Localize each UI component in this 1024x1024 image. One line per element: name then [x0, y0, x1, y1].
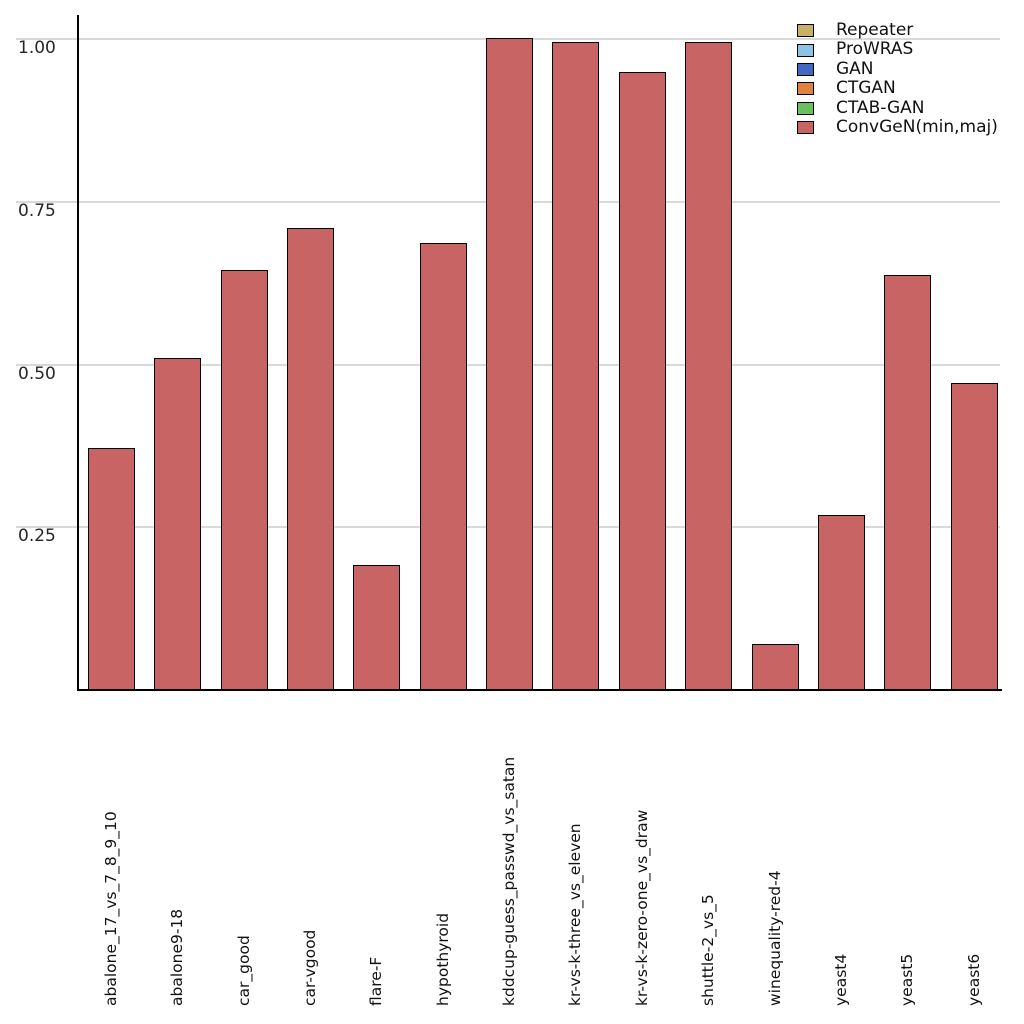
x-tick-label-text: shuttle-2_vs_5	[699, 894, 718, 1006]
x-tick-label-text: hypothyroid	[433, 912, 452, 1006]
bar-yeast4	[817, 514, 865, 690]
y-tick-label: 0.25	[18, 526, 56, 547]
bar-winequality-red-4	[751, 643, 799, 690]
x-tick-label-text: flare-F	[367, 956, 386, 1006]
legend-item-Repeater: Repeater	[797, 20, 998, 40]
bar-car-vgood	[287, 227, 335, 690]
legend: Repeater ProWRAS GAN CTGAN CTAB-GAN ConvGeN(m…	[797, 20, 998, 137]
legend-item-ProWRAS: ProWRAS	[797, 39, 998, 60]
x-tick-label-text: winequality-red-4	[765, 870, 784, 1006]
y-tick-label: 0.75	[18, 200, 56, 221]
x-tick-label-text: kr-vs-k-three_vs_eleven	[566, 823, 585, 1006]
y-tick-label: 1.00	[18, 38, 56, 58]
bar-yeast5	[884, 275, 932, 690]
bar-kddcup-guess_passwd_vs_satan	[486, 37, 534, 690]
legend-item-label: ConvGeN(min,maj)	[836, 116, 998, 137]
legend-item-label: CTAB-GAN	[836, 97, 925, 118]
x-tick-label-text: car_good	[234, 935, 253, 1006]
legend-item-label: GAN	[836, 58, 874, 79]
x-tick-label-text: yeast5	[898, 953, 917, 1006]
bar-kr-vs-k-zero-one_vs_draw	[618, 71, 666, 690]
bar-shuttle-2_vs_5	[685, 41, 733, 690]
legend-item-GAN: GAN	[797, 58, 998, 79]
y-tick-label: 0.50	[18, 363, 56, 384]
x-tick-label-text: car-vgood	[301, 929, 320, 1006]
bar-car_good	[220, 270, 268, 690]
bar-flare-F	[353, 565, 401, 690]
y-axis-line	[77, 15, 79, 691]
legend-color-patch	[797, 62, 814, 76]
legend-item-ConvGeN(min,maj): ConvGeN(min,maj)	[797, 116, 998, 137]
legend-item-CTGAN: CTGAN	[797, 78, 998, 99]
bar-yeast6	[950, 382, 998, 690]
legend-item-label: ProWRAS	[836, 39, 914, 60]
legend-color-patch	[797, 82, 814, 96]
legend-color-patch	[797, 43, 814, 57]
legend-color-patch	[797, 24, 814, 38]
x-tick-label-text: kr-vs-k-zero-one_vs_draw	[632, 809, 651, 1006]
bar-hypothyroid	[419, 242, 467, 690]
legend-color-patch	[797, 121, 814, 135]
x-tick-label-text: yeast6	[964, 953, 983, 1006]
legend-item-label: CTGAN	[836, 78, 896, 99]
bar-kr-vs-k-three_vs_eleven	[552, 42, 600, 690]
x-tick-label-text: kddcup-guess_passwd_vs_satan	[500, 756, 519, 1006]
legend-item-CTAB-GAN: CTAB-GAN	[797, 97, 998, 118]
bar-abalone9-18	[154, 357, 202, 690]
x-tick-label-text: yeast4	[831, 953, 850, 1006]
legend-item-label: Repeater	[836, 20, 914, 40]
bar-abalone_17_vs_7_8_9_10	[88, 447, 135, 690]
x-tick-label-text: abalone9-18	[168, 908, 187, 1006]
legend-color-patch	[797, 101, 814, 115]
x-axis-line	[77, 689, 1002, 691]
x-tick-label-text: abalone_17_vs_7_8_9_10	[102, 811, 120, 1006]
